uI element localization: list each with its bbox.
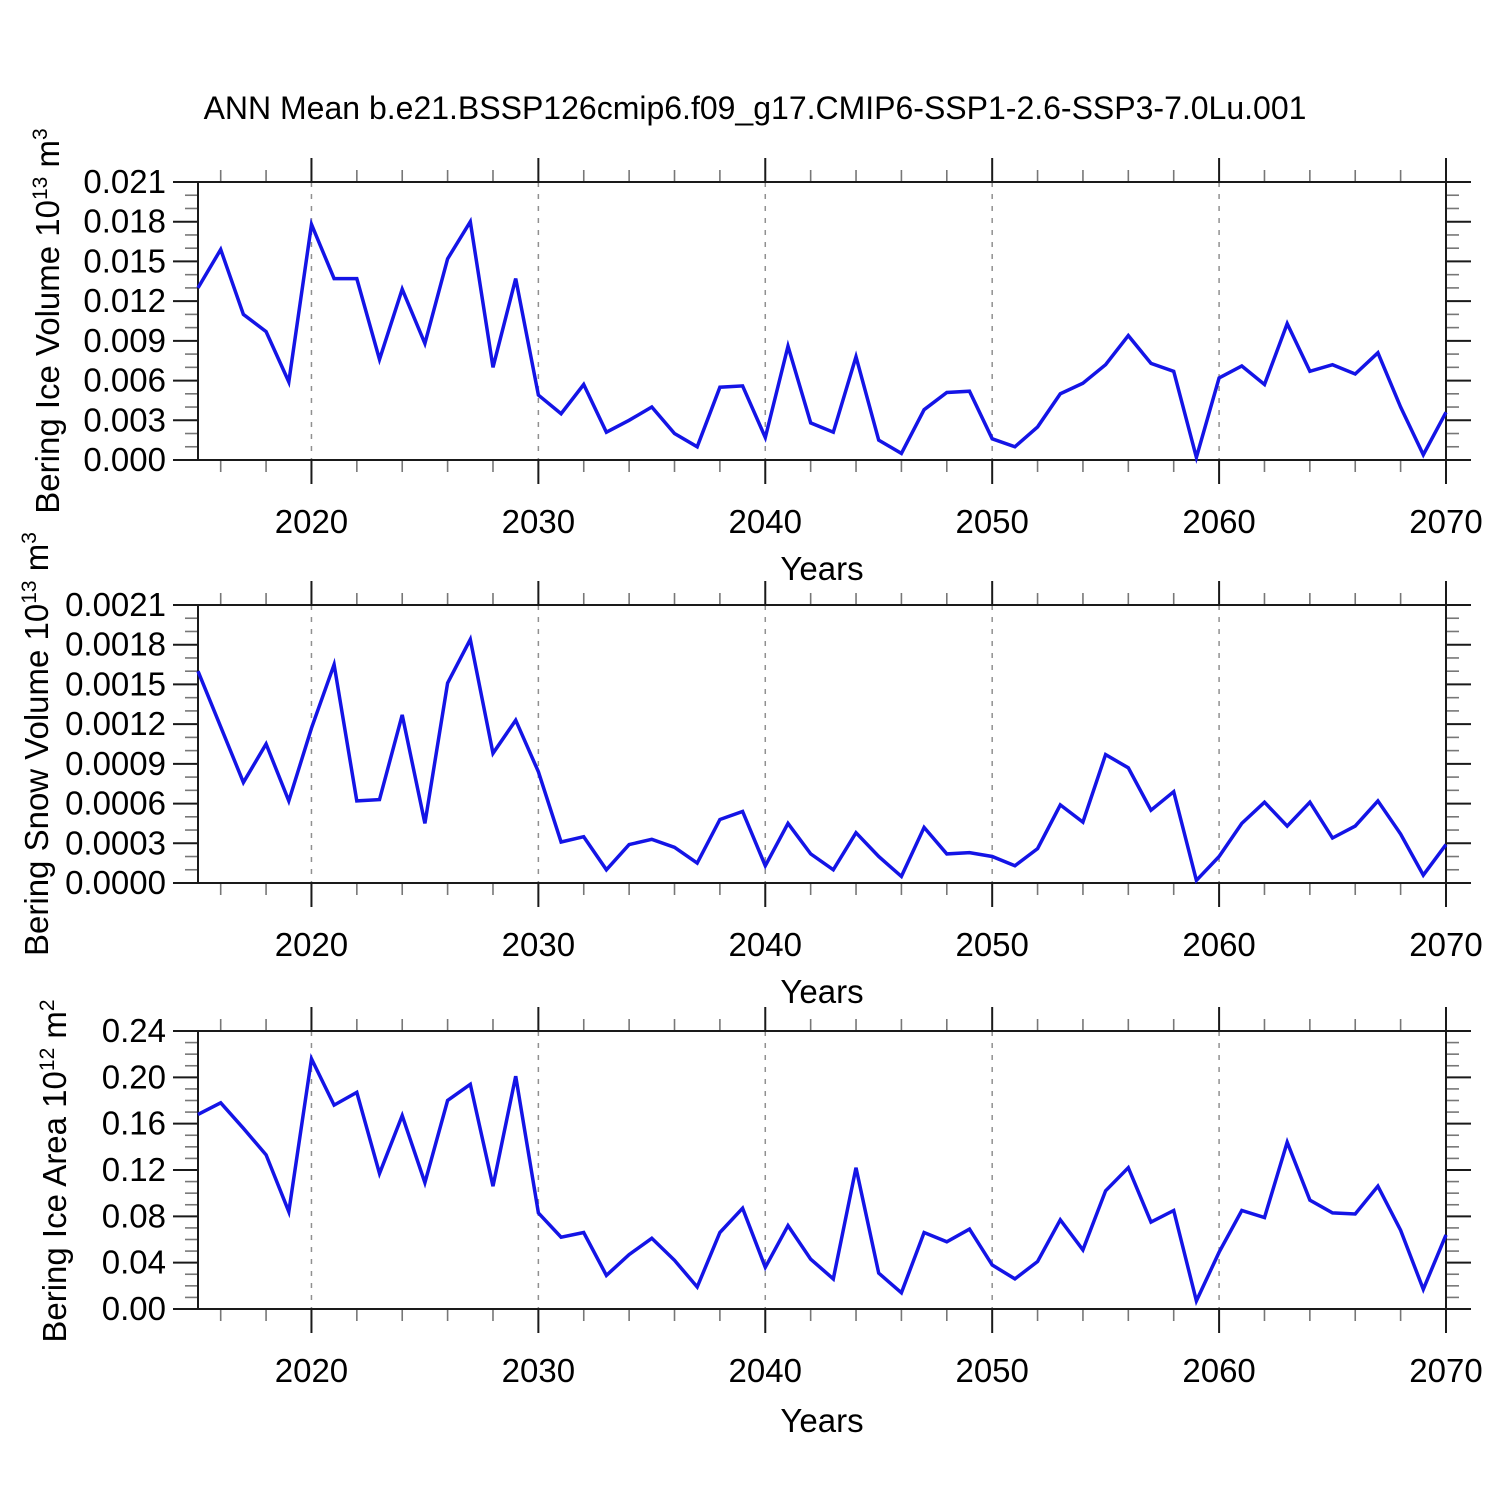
y-axis-title-unit-exponent: 2 — [36, 999, 59, 1012]
x-axis-title-years-panel1: Years — [780, 550, 864, 587]
y-axis-title-exponent: 13 — [29, 176, 52, 201]
y-axis-title-unit: m — [18, 543, 55, 581]
y-tick-label: 0.0012 — [65, 705, 166, 742]
y-tick-label: 0.16 — [102, 1105, 166, 1142]
y-axis-title-unit: m — [29, 139, 66, 177]
y-tick-label: 0.24 — [102, 1012, 166, 1049]
x-tick-label: 2070 — [1409, 1352, 1482, 1389]
x-tick-label: 2040 — [729, 503, 802, 540]
x-tick-label: 2020 — [275, 503, 348, 540]
data-line-bering-ice-area — [197, 1052, 1448, 1307]
x-tick-label: 2030 — [502, 926, 575, 963]
plot-box-panel-2 — [197, 604, 1447, 884]
y-tick-label: 0.04 — [102, 1244, 166, 1281]
data-line-bering-ice-volume — [196, 216, 1448, 465]
y-tick-label: 0.20 — [102, 1058, 166, 1095]
y-tick-label: 0.003 — [83, 401, 166, 438]
y-tick-label: 0.00 — [102, 1290, 166, 1327]
x-tick-label: 2060 — [1182, 1352, 1255, 1389]
x-tick-label: 2050 — [955, 503, 1028, 540]
x-tick-label: 2040 — [729, 926, 802, 963]
x-axis-title-years-panel2: Years — [780, 973, 864, 1010]
x-tick-label: 2040 — [729, 1352, 802, 1389]
x-tick-label: 2070 — [1409, 503, 1482, 540]
y-tick-label: 0.0015 — [65, 665, 166, 702]
y-tick-label: 0.0018 — [65, 626, 166, 663]
y-tick-label: 0.0006 — [65, 785, 166, 822]
x-tick-label: 2060 — [1182, 926, 1255, 963]
plot-box-panel-1 — [197, 181, 1447, 461]
y-tick-label: 0.009 — [83, 322, 166, 359]
y-axis-title-unit-exponent: 3 — [18, 532, 41, 544]
y-tick-label: 0.0021 — [65, 586, 166, 623]
y-axis-title-unit-exponent: 3 — [29, 128, 52, 140]
x-tick-label: 2050 — [955, 926, 1028, 963]
plot-box-panel-3 — [197, 1030, 1447, 1310]
y-tick-label: 0.021 — [83, 163, 166, 200]
y-tick-label: 0.0009 — [65, 745, 166, 782]
y-tick-label: 0.000 — [83, 441, 166, 478]
y-tick-label: 0.08 — [102, 1197, 166, 1234]
y-axis-title-text: Bering Ice Area 10 — [36, 1071, 73, 1343]
x-tick-label: 2030 — [502, 503, 575, 540]
y-axis-title-exponent: 12 — [36, 1047, 59, 1072]
x-axis-title-years-panel3: Years — [780, 1402, 864, 1439]
y-tick-label: 0.0003 — [65, 824, 166, 861]
data-line-bering-snow-volume — [196, 634, 1448, 884]
y-tick-label: 0.018 — [83, 203, 166, 240]
y-axis-title-unit: m — [36, 1011, 73, 1048]
x-tick-label: 2020 — [275, 1352, 348, 1389]
y-tick-label: 0.012 — [83, 282, 166, 319]
y-axis-title-exponent: 13 — [18, 580, 41, 604]
y-tick-label: 0.006 — [83, 362, 166, 399]
x-tick-label: 2060 — [1182, 503, 1255, 540]
y-axis-title-ice-area: Bering Ice Area 1012 m2 — [25, 821, 73, 1500]
chart-title: ANN Mean b.e21.BSSP126cmip6.f09_g17.CMIP… — [203, 90, 1307, 126]
y-tick-label: 0.015 — [83, 242, 166, 279]
y-tick-label: 0.12 — [102, 1151, 166, 1188]
x-tick-label: 2070 — [1409, 926, 1482, 963]
y-tick-label: 0.0000 — [65, 864, 166, 901]
x-tick-label: 2020 — [275, 926, 348, 963]
x-tick-label: 2050 — [955, 1352, 1028, 1389]
x-tick-label: 2030 — [502, 1352, 575, 1389]
